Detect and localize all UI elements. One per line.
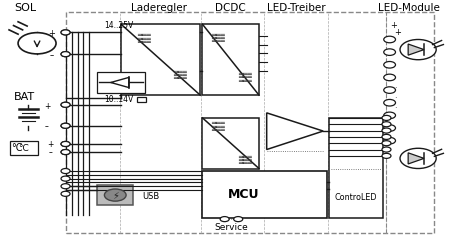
Polygon shape (110, 78, 129, 88)
Text: ═══: ═══ (173, 74, 186, 83)
Text: ═══: ═══ (238, 159, 251, 168)
Circle shape (61, 184, 70, 189)
Circle shape (381, 116, 390, 121)
Bar (202, 171, 326, 218)
Circle shape (381, 135, 390, 140)
Circle shape (61, 103, 70, 108)
Text: 14..25V: 14..25V (104, 21, 133, 30)
Text: ═══: ═══ (238, 70, 251, 79)
Text: +: + (389, 21, 396, 30)
Circle shape (383, 75, 395, 81)
Circle shape (383, 113, 395, 119)
Text: ═══: ═══ (238, 152, 251, 161)
Circle shape (383, 100, 395, 107)
Circle shape (61, 52, 70, 57)
Circle shape (61, 192, 70, 197)
Text: ═══: ═══ (173, 71, 186, 80)
Bar (202, 118, 258, 169)
Polygon shape (407, 45, 423, 56)
Circle shape (61, 52, 70, 57)
Circle shape (383, 125, 395, 132)
Circle shape (61, 31, 70, 36)
Circle shape (61, 124, 70, 129)
Text: ═══: ═══ (211, 37, 224, 46)
Text: 10..14V: 10..14V (104, 94, 133, 103)
Text: –: – (45, 121, 49, 131)
Text: ═══: ═══ (211, 119, 224, 128)
Text: BAT: BAT (14, 92, 35, 102)
Text: ═══: ═══ (238, 73, 251, 82)
Circle shape (383, 138, 395, 144)
Text: –: – (49, 148, 52, 157)
Text: ═══: ═══ (238, 76, 251, 85)
Text: ═══: ═══ (137, 35, 150, 44)
Circle shape (61, 31, 70, 36)
Text: +: + (393, 28, 400, 37)
Text: ═══: ═══ (211, 125, 224, 135)
Circle shape (61, 142, 70, 147)
Circle shape (61, 150, 70, 155)
Bar (202, 25, 258, 96)
Text: ControLED: ControLED (334, 192, 377, 201)
Circle shape (61, 124, 70, 129)
Circle shape (233, 217, 242, 222)
Circle shape (220, 217, 229, 222)
Text: ═══: ═══ (173, 68, 186, 77)
Circle shape (18, 34, 56, 55)
Text: ═══: ═══ (211, 31, 224, 40)
Circle shape (383, 87, 395, 94)
Circle shape (61, 103, 70, 108)
Text: ═══: ═══ (211, 122, 224, 131)
Bar (328, 118, 382, 218)
Text: ⚡: ⚡ (111, 190, 119, 200)
Circle shape (383, 37, 395, 44)
Circle shape (104, 189, 126, 201)
Text: ═══: ═══ (238, 155, 251, 165)
Circle shape (383, 50, 395, 56)
Circle shape (381, 129, 390, 134)
Bar (97, 185, 133, 205)
Circle shape (61, 150, 70, 155)
Text: ═══: ═══ (137, 38, 150, 47)
Text: +: + (44, 102, 50, 111)
Bar (121, 25, 200, 96)
Text: LED-Module: LED-Module (377, 3, 439, 13)
Bar (136, 97, 146, 103)
Circle shape (381, 122, 390, 127)
Bar (97, 73, 144, 93)
Text: ═══: ═══ (211, 34, 224, 43)
Circle shape (61, 142, 70, 147)
Circle shape (61, 176, 70, 181)
Text: °C: °C (18, 144, 29, 153)
Text: Service: Service (214, 222, 248, 231)
Text: ·
·
·: · · · (393, 83, 396, 113)
Text: USB: USB (142, 191, 159, 200)
Circle shape (381, 154, 390, 159)
Circle shape (381, 141, 390, 146)
Text: MCU: MCU (228, 187, 259, 201)
Text: LED-Treiber: LED-Treiber (266, 3, 325, 13)
Text: +: + (48, 29, 55, 38)
Text: °C: °C (11, 142, 23, 152)
Circle shape (399, 40, 435, 60)
Bar (10, 141, 38, 155)
Circle shape (383, 62, 395, 69)
Circle shape (381, 147, 390, 152)
Polygon shape (266, 113, 322, 150)
Text: ═══: ═══ (137, 31, 150, 40)
Text: SOL: SOL (14, 3, 36, 13)
Bar (65, 13, 433, 233)
Text: –: – (50, 50, 54, 59)
Text: +: + (47, 140, 54, 149)
Circle shape (399, 149, 435, 169)
Text: DCDC: DCDC (215, 3, 245, 13)
Polygon shape (407, 153, 423, 164)
Circle shape (61, 169, 70, 174)
Text: Laderegler: Laderegler (131, 3, 187, 13)
